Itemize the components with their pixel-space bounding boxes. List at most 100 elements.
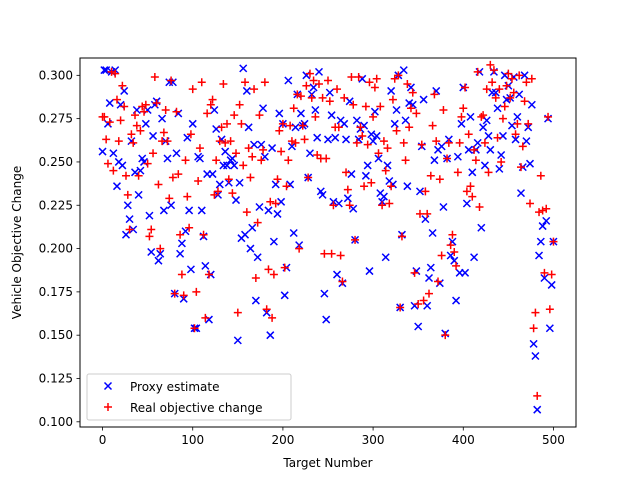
proxy-estimate-point bbox=[493, 104, 502, 113]
real-objective-change-point bbox=[428, 121, 437, 130]
proxy-estimate-point bbox=[163, 154, 172, 163]
real-objective-change-point bbox=[242, 208, 251, 217]
real-objective-change-point bbox=[291, 138, 300, 147]
x-tick-label: 100 bbox=[181, 433, 204, 447]
real-objective-change-point bbox=[338, 277, 347, 286]
real-objective-change-point bbox=[450, 248, 459, 257]
proxy-estimate-point bbox=[311, 105, 320, 115]
real-objective-change-point bbox=[304, 173, 313, 182]
legend-label-real-objective-change: Real objective change bbox=[130, 401, 262, 415]
real-objective-change-point bbox=[309, 76, 318, 85]
real-objective-change-point bbox=[443, 154, 452, 163]
real-objective-change-point bbox=[540, 268, 549, 277]
real-objective-change-point bbox=[367, 178, 376, 187]
real-objective-change-point bbox=[300, 135, 309, 144]
real-objective-change-point bbox=[423, 209, 432, 218]
real-objective-change-point bbox=[307, 93, 316, 102]
proxy-estimate-point bbox=[534, 251, 544, 260]
real-objective-change-point bbox=[545, 305, 554, 314]
proxy-estimate-point bbox=[453, 152, 462, 161]
real-objective-change-point bbox=[403, 79, 412, 88]
proxy-estimate-point bbox=[538, 222, 547, 231]
real-objective-change-point bbox=[268, 313, 277, 322]
real-objective-change-point bbox=[334, 123, 343, 132]
real-objective-change-point bbox=[482, 85, 491, 94]
real-objective-change-point bbox=[405, 123, 414, 132]
legend-marker-proxy-estimate bbox=[103, 381, 113, 391]
real-objective-change-point bbox=[213, 187, 222, 196]
real-objective-change-point bbox=[273, 175, 282, 184]
proxy-estimate-point bbox=[260, 152, 269, 161]
proxy-estimate-point bbox=[399, 66, 408, 75]
real-objective-change-point bbox=[360, 182, 369, 191]
proxy-estimate-point bbox=[387, 86, 396, 95]
y-axis-label: Vehicle Objective Change bbox=[10, 166, 24, 319]
proxy-estimate-point bbox=[470, 253, 479, 262]
proxy-estimate-point bbox=[491, 88, 500, 97]
x-axis-ticks: 0 100 200 300 400 500 bbox=[99, 427, 565, 447]
proxy-estimate-point bbox=[349, 204, 358, 213]
real-objective-change-point bbox=[275, 126, 284, 135]
x-tick-label: 400 bbox=[452, 433, 475, 447]
real-objective-change-point bbox=[176, 230, 185, 239]
proxy-estimate-point bbox=[183, 133, 192, 142]
proxy-estimate-point bbox=[105, 99, 114, 108]
x-tick-label: 300 bbox=[362, 433, 385, 447]
real-objective-change-point bbox=[121, 171, 130, 180]
proxy-estimate-point bbox=[246, 244, 255, 253]
real-objective-change-point bbox=[105, 118, 114, 127]
real-objective-change-point bbox=[136, 126, 145, 135]
real-objective-change-point bbox=[219, 79, 228, 88]
x-tick-label: 0 bbox=[99, 433, 107, 447]
proxy-estimate-point bbox=[545, 324, 554, 333]
real-objective-change-point bbox=[215, 137, 224, 146]
proxy-estimate-point bbox=[228, 154, 237, 163]
proxy-estimate-point bbox=[253, 253, 262, 262]
proxy-estimate-point bbox=[323, 135, 333, 144]
proxy-estimate-point bbox=[430, 156, 439, 165]
real-objective-change-point bbox=[387, 182, 396, 191]
real-objective-change-point bbox=[468, 192, 477, 201]
proxy-estimate-point bbox=[244, 123, 253, 132]
real-objective-change-point bbox=[271, 199, 280, 208]
real-objective-change-point bbox=[111, 69, 120, 78]
real-objective-change-point bbox=[475, 202, 484, 211]
proxy-estimate-point bbox=[259, 104, 268, 113]
real-objective-change-point bbox=[145, 232, 154, 241]
proxy-estimate-point bbox=[464, 145, 473, 154]
real-objective-change-point bbox=[340, 93, 349, 102]
real-objective-change-point bbox=[374, 149, 383, 158]
real-objective-change-point bbox=[282, 182, 291, 191]
real-objective-change-point bbox=[363, 140, 372, 149]
real-objective-change-point bbox=[154, 180, 163, 189]
real-objective-change-point bbox=[347, 73, 356, 82]
proxy-estimate-point bbox=[372, 131, 381, 140]
real-objective-change-point bbox=[125, 225, 134, 234]
real-objective-change-point bbox=[522, 78, 531, 87]
real-objective-change-point bbox=[314, 79, 323, 88]
proxy-estimate-point bbox=[268, 144, 277, 153]
proxy-estimate-point bbox=[284, 76, 293, 85]
real-objective-change-point bbox=[112, 95, 121, 104]
proxy-estimate-point bbox=[367, 130, 376, 139]
real-objective-change-point bbox=[251, 274, 260, 283]
real-objective-change-point bbox=[381, 166, 390, 175]
proxy-estimate-point bbox=[511, 135, 520, 144]
x-tick-label: 200 bbox=[271, 433, 294, 447]
real-objective-change-point bbox=[269, 270, 278, 279]
real-objective-change-point bbox=[318, 93, 327, 102]
proxy-estimate-point bbox=[495, 164, 504, 173]
real-objective-change-point bbox=[448, 230, 457, 239]
real-objective-change-point bbox=[376, 102, 385, 111]
proxy-estimate-point bbox=[100, 66, 109, 75]
legend-x-marker bbox=[103, 381, 113, 391]
real-objective-change-point bbox=[441, 331, 450, 340]
proxy-estimate-point bbox=[255, 202, 264, 212]
real-objective-change-point bbox=[524, 119, 533, 128]
proxy-estimate-point bbox=[305, 149, 314, 158]
proxy-estimate-point bbox=[457, 119, 466, 128]
real-objective-change-point bbox=[358, 131, 367, 140]
real-objective-change-point bbox=[379, 137, 388, 146]
real-objective-change-point bbox=[434, 277, 443, 286]
proxy-estimate-point bbox=[479, 123, 488, 132]
